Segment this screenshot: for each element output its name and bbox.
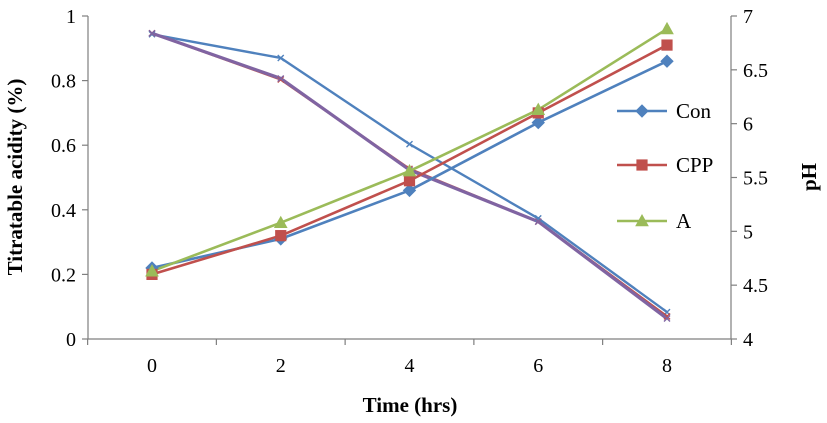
data-point-con <box>531 115 545 130</box>
data-point-a <box>273 215 288 229</box>
y-tick-label: 0.4 <box>51 200 76 222</box>
y-tick-label: 0.8 <box>51 71 76 93</box>
series-line-a <box>151 27 668 273</box>
y2-tick-label: 4.5 <box>743 275 768 297</box>
ph-point <box>406 140 413 148</box>
legend: Con CPP A <box>617 99 713 233</box>
series-line-cpp <box>151 43 668 276</box>
y-tick-label: 0 <box>66 329 76 351</box>
data-point-cpp <box>403 175 416 187</box>
ph-point <box>663 312 671 320</box>
data-point-a <box>402 164 417 177</box>
y-tick-label: 1 <box>66 6 76 28</box>
data-point-cpp <box>275 230 287 242</box>
y2-axis-title: pH <box>797 163 821 191</box>
ticks: 0 0.2 0.4 0.6 0.8 1 4 4.5 5 5.5 6 6.5 7 0 2 4 6 8 <box>51 6 768 377</box>
y-axis-title: Titratable acidity (%) <box>3 79 27 276</box>
y2-tick-label: 5.5 <box>743 168 768 190</box>
legend-marker-cpp <box>636 159 648 171</box>
legend-label-a: A <box>676 209 692 233</box>
y2-tick-label: 6.5 <box>743 60 768 82</box>
x-tick-label: 0 <box>147 355 157 377</box>
data-point-con <box>660 54 674 68</box>
ph-point <box>148 30 156 38</box>
x-tick-label: 2 <box>276 355 286 377</box>
y2-tick-label: 4 <box>743 329 753 351</box>
legend-label-con: Con <box>676 99 712 123</box>
series-markers <box>145 21 674 323</box>
y-tick-label: 0.2 <box>51 264 76 286</box>
data-point-a <box>531 102 546 115</box>
data-point-con <box>402 183 417 198</box>
legend-label-cpp: CPP <box>676 153 713 177</box>
ph-point <box>663 315 671 323</box>
y2-tick-label: 6 <box>743 114 753 136</box>
legend-marker-con <box>635 104 649 118</box>
ph-point <box>277 54 285 62</box>
ph-point <box>534 218 542 226</box>
data-point-a <box>145 264 159 277</box>
ph-point <box>277 74 285 82</box>
data-point-a <box>660 21 674 35</box>
y2-tick-label: 5 <box>743 221 753 243</box>
x-tick-label: 4 <box>405 355 415 377</box>
x-tick-label: 6 <box>533 355 543 377</box>
ph-point <box>148 29 156 37</box>
ph-point <box>277 76 285 84</box>
y2-tick-label: 7 <box>743 6 753 28</box>
x-axis-title: Time (hrs) <box>363 393 458 417</box>
y-tick-label: 0.6 <box>51 135 76 157</box>
data-point-cpp <box>661 39 673 51</box>
legend-marker-a <box>635 213 649 227</box>
x-tick-label: 8 <box>662 355 672 377</box>
